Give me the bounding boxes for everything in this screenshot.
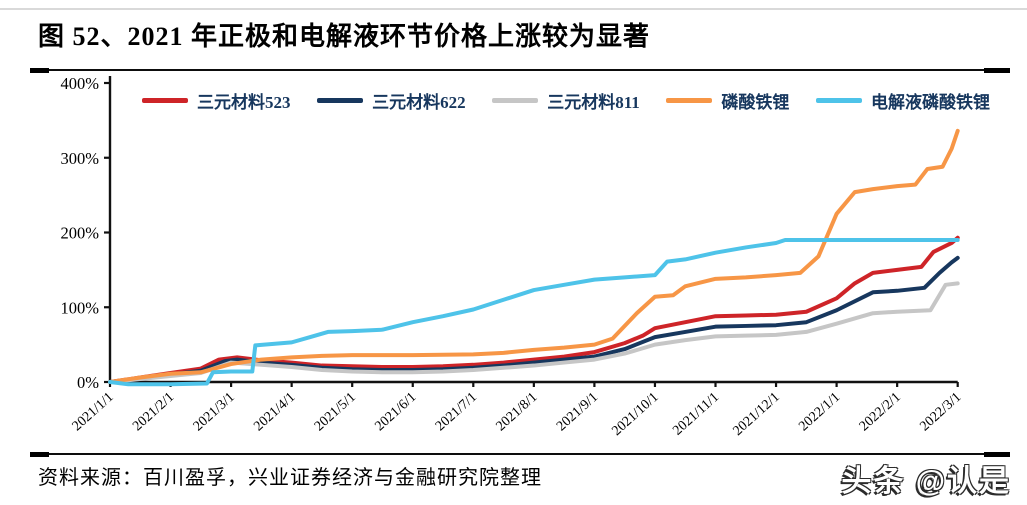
legend-label-4: 电解液磷酸铁锂 xyxy=(871,92,990,112)
legend-swatch-0 xyxy=(142,97,188,103)
legend-label-2: 三元材料811 xyxy=(547,92,640,112)
series-line-1 xyxy=(108,255,960,384)
x-axis-label: 2021/12/1 xyxy=(730,390,782,439)
legend-label-3: 磷酸铁锂 xyxy=(721,92,790,112)
legend-swatch-2 xyxy=(492,97,539,103)
y-axis-label: 200% xyxy=(61,224,100,243)
legend-label-0: 三元材料523 xyxy=(197,92,291,112)
y-axis-label: 400% xyxy=(61,74,100,93)
series-line-2 xyxy=(108,281,960,384)
x-axis-label: 2022/3/1 xyxy=(917,390,964,434)
title-rule-cap-left xyxy=(30,68,49,73)
watermark-text: 头条 @认是 xyxy=(841,465,1011,498)
series-line-0 xyxy=(108,235,960,384)
legend-swatch-3 xyxy=(666,97,713,103)
series-line-3 xyxy=(108,128,960,384)
top-divider-line xyxy=(0,8,1027,10)
legend-item-1: 三元材料622 xyxy=(317,88,466,113)
x-axis-label: 2021/6/1 xyxy=(372,390,419,434)
legend-label-1: 三元材料622 xyxy=(372,92,466,112)
footer-rule xyxy=(30,452,1010,457)
chart-legend: 三元材料523 三元材料622 三元材料811 磷酸铁锂 电解液磷酸铁锂 xyxy=(142,88,990,113)
legend-swatch-1 xyxy=(317,97,364,103)
title-rule-line xyxy=(30,69,1010,71)
x-axis-label: 2021/2/1 xyxy=(130,390,177,434)
legend-item-0: 三元材料523 xyxy=(142,88,291,113)
title-rule-cap-right xyxy=(984,68,1010,73)
x-axis-label: 2021/1/1 xyxy=(70,390,117,434)
source-note: 资料来源：百川盈孚，兴业证券经济与金融研究院整理 xyxy=(38,467,542,489)
x-axis-label: 2021/4/1 xyxy=(251,390,298,434)
footer-rule-cap-right xyxy=(984,452,1010,457)
figure-title: 图 52、2021 年正极和电解液环节价格上涨较为显著 xyxy=(38,22,651,51)
legend-item-2: 三元材料811 xyxy=(492,88,640,113)
legend-swatch-4 xyxy=(816,97,862,103)
x-axis-label: 2021/3/1 xyxy=(191,390,238,434)
legend-item-4: 电解液磷酸铁锂 xyxy=(816,88,990,113)
title-rule xyxy=(30,68,1010,73)
footer-rule-line xyxy=(30,453,1010,455)
x-axis-label: 2022/2/1 xyxy=(857,390,904,434)
footer-rule-cap-left xyxy=(30,452,49,457)
y-axis-label: 300% xyxy=(61,149,100,168)
x-axis-label: 2021/8/1 xyxy=(493,390,540,434)
x-axis-label: 2022/1/1 xyxy=(796,390,843,434)
x-axis-label: 2021/10/1 xyxy=(609,390,661,439)
x-axis-label: 2021/11/1 xyxy=(670,390,722,439)
legend-item-3: 磷酸铁锂 xyxy=(666,88,789,113)
x-axis-label: 2021/9/1 xyxy=(554,390,601,434)
y-axis-label: 0% xyxy=(77,373,99,392)
x-axis-label: 2021/7/1 xyxy=(433,390,480,434)
series-line-4 xyxy=(108,237,960,387)
y-axis-label: 100% xyxy=(61,298,100,317)
x-axis-label: 2021/5/1 xyxy=(312,390,359,434)
